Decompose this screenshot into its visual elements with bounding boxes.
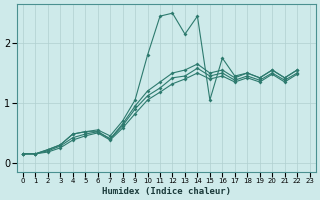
X-axis label: Humidex (Indice chaleur): Humidex (Indice chaleur) [102, 187, 231, 196]
